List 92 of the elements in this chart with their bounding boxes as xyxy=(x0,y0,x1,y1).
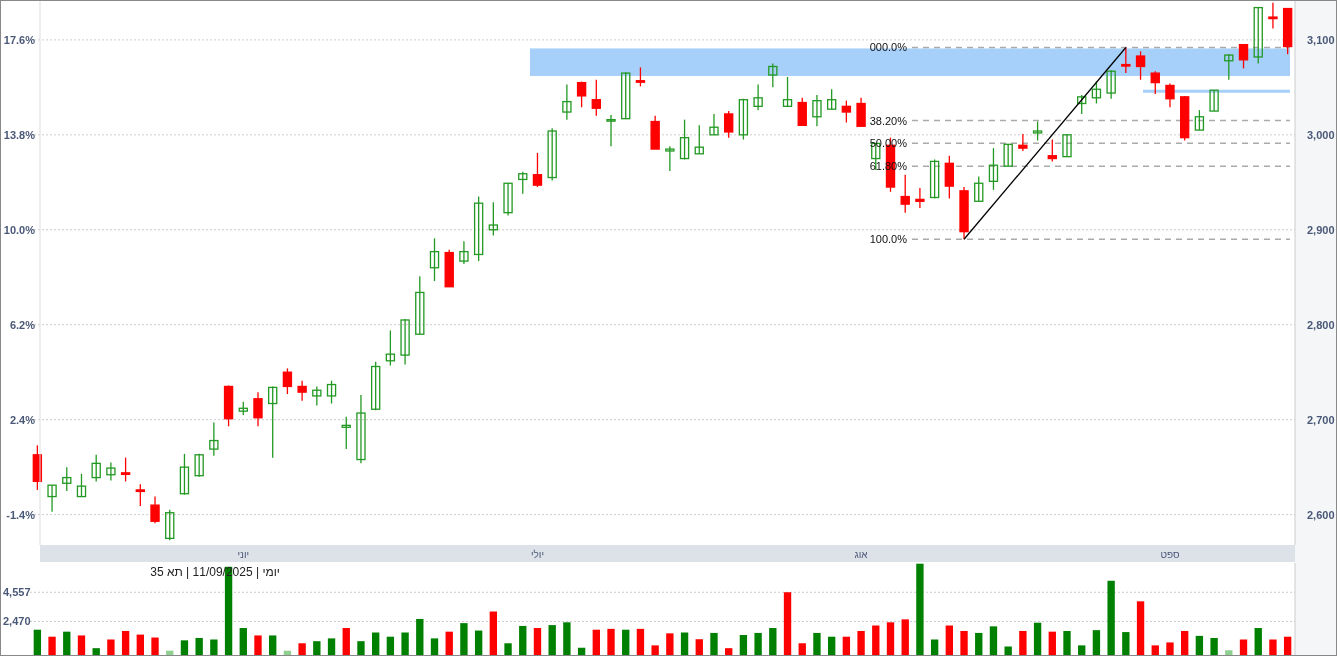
bar xyxy=(519,625,527,656)
bar xyxy=(489,611,498,656)
y2-tick-label: 17.6% xyxy=(3,33,36,46)
bar xyxy=(1019,630,1027,656)
bar xyxy=(1078,645,1086,656)
bar xyxy=(592,629,600,656)
bar xyxy=(622,629,630,656)
y-tick-label: 2,600 xyxy=(1307,508,1335,521)
bar xyxy=(504,643,512,656)
bar xyxy=(1239,639,1248,656)
bar xyxy=(783,592,792,656)
bar xyxy=(195,637,203,656)
bar xyxy=(1151,645,1159,656)
bar xyxy=(739,635,748,656)
bar xyxy=(1063,630,1071,656)
bar xyxy=(327,638,336,656)
bar xyxy=(563,622,571,656)
bar xyxy=(769,628,777,656)
bar xyxy=(754,632,762,656)
x-tick-label: אוג xyxy=(854,549,869,560)
bar xyxy=(1136,601,1145,656)
bar xyxy=(239,628,247,656)
annotation: 100.0% xyxy=(869,233,908,246)
bar xyxy=(48,636,56,656)
bar xyxy=(945,625,954,656)
y-tick-label: 2,700 xyxy=(1307,413,1335,426)
bar xyxy=(474,630,483,656)
y2-tick-label: 13.8% xyxy=(3,128,36,141)
bar xyxy=(886,622,895,656)
bar xyxy=(607,628,615,656)
bar xyxy=(1092,630,1101,656)
bar xyxy=(1033,622,1042,656)
bar xyxy=(33,629,42,656)
y-tick-label: 2,900 xyxy=(1307,223,1335,236)
bar xyxy=(269,635,277,656)
bar xyxy=(666,633,674,656)
bar xyxy=(1004,646,1012,656)
bar xyxy=(695,639,703,656)
bar xyxy=(210,639,218,656)
bar xyxy=(651,645,659,656)
x-tick-label: יולי xyxy=(530,549,545,560)
bar xyxy=(430,638,439,656)
bar xyxy=(1107,580,1115,656)
bar xyxy=(416,618,424,656)
bar xyxy=(445,631,453,656)
y-tick-label: 4,557 xyxy=(3,586,31,599)
bar xyxy=(357,641,365,656)
bar xyxy=(180,640,189,656)
y2-tick-label: 6.2% xyxy=(9,318,36,331)
y2-tick-label: 10.0% xyxy=(3,223,36,236)
bar xyxy=(930,639,939,656)
bar xyxy=(813,632,821,656)
bar xyxy=(401,632,409,656)
bar xyxy=(313,641,321,656)
y-tick-label: 2,470 xyxy=(3,615,31,628)
bar xyxy=(872,625,880,656)
bar xyxy=(1195,635,1204,656)
bar xyxy=(901,619,909,656)
x-tick-label: יוני xyxy=(237,549,250,560)
y-tick-label: 2,800 xyxy=(1307,318,1335,331)
bar xyxy=(121,630,130,656)
bar xyxy=(151,637,159,656)
bar xyxy=(989,626,998,656)
bar xyxy=(916,563,924,656)
bar xyxy=(107,639,115,656)
bar xyxy=(533,628,542,656)
bar xyxy=(63,631,71,656)
bar xyxy=(342,628,350,656)
annotation: 000.0% xyxy=(869,41,908,54)
bar xyxy=(1166,642,1174,656)
bar xyxy=(1269,639,1277,656)
bar xyxy=(857,630,865,656)
bar xyxy=(960,630,968,656)
bar xyxy=(636,628,645,656)
bar xyxy=(1122,632,1130,656)
bar xyxy=(1048,631,1056,656)
bar xyxy=(548,625,556,656)
bar xyxy=(1254,628,1262,656)
y2-tick-label: 2.4% xyxy=(9,413,36,426)
bar xyxy=(254,635,262,656)
y-tick-label: 3,100 xyxy=(1307,33,1335,46)
y2-tick-label: -1.4% xyxy=(6,508,36,521)
x-tick-label: ספט xyxy=(1160,549,1180,560)
bar xyxy=(298,643,306,656)
bar xyxy=(1210,637,1218,656)
bar xyxy=(460,623,468,656)
bar xyxy=(975,632,983,656)
y-tick-label: 3,000 xyxy=(1307,128,1335,141)
bar xyxy=(710,632,718,656)
bar xyxy=(1181,630,1189,656)
annotation: 38.20% xyxy=(869,114,908,127)
bar xyxy=(77,635,86,656)
